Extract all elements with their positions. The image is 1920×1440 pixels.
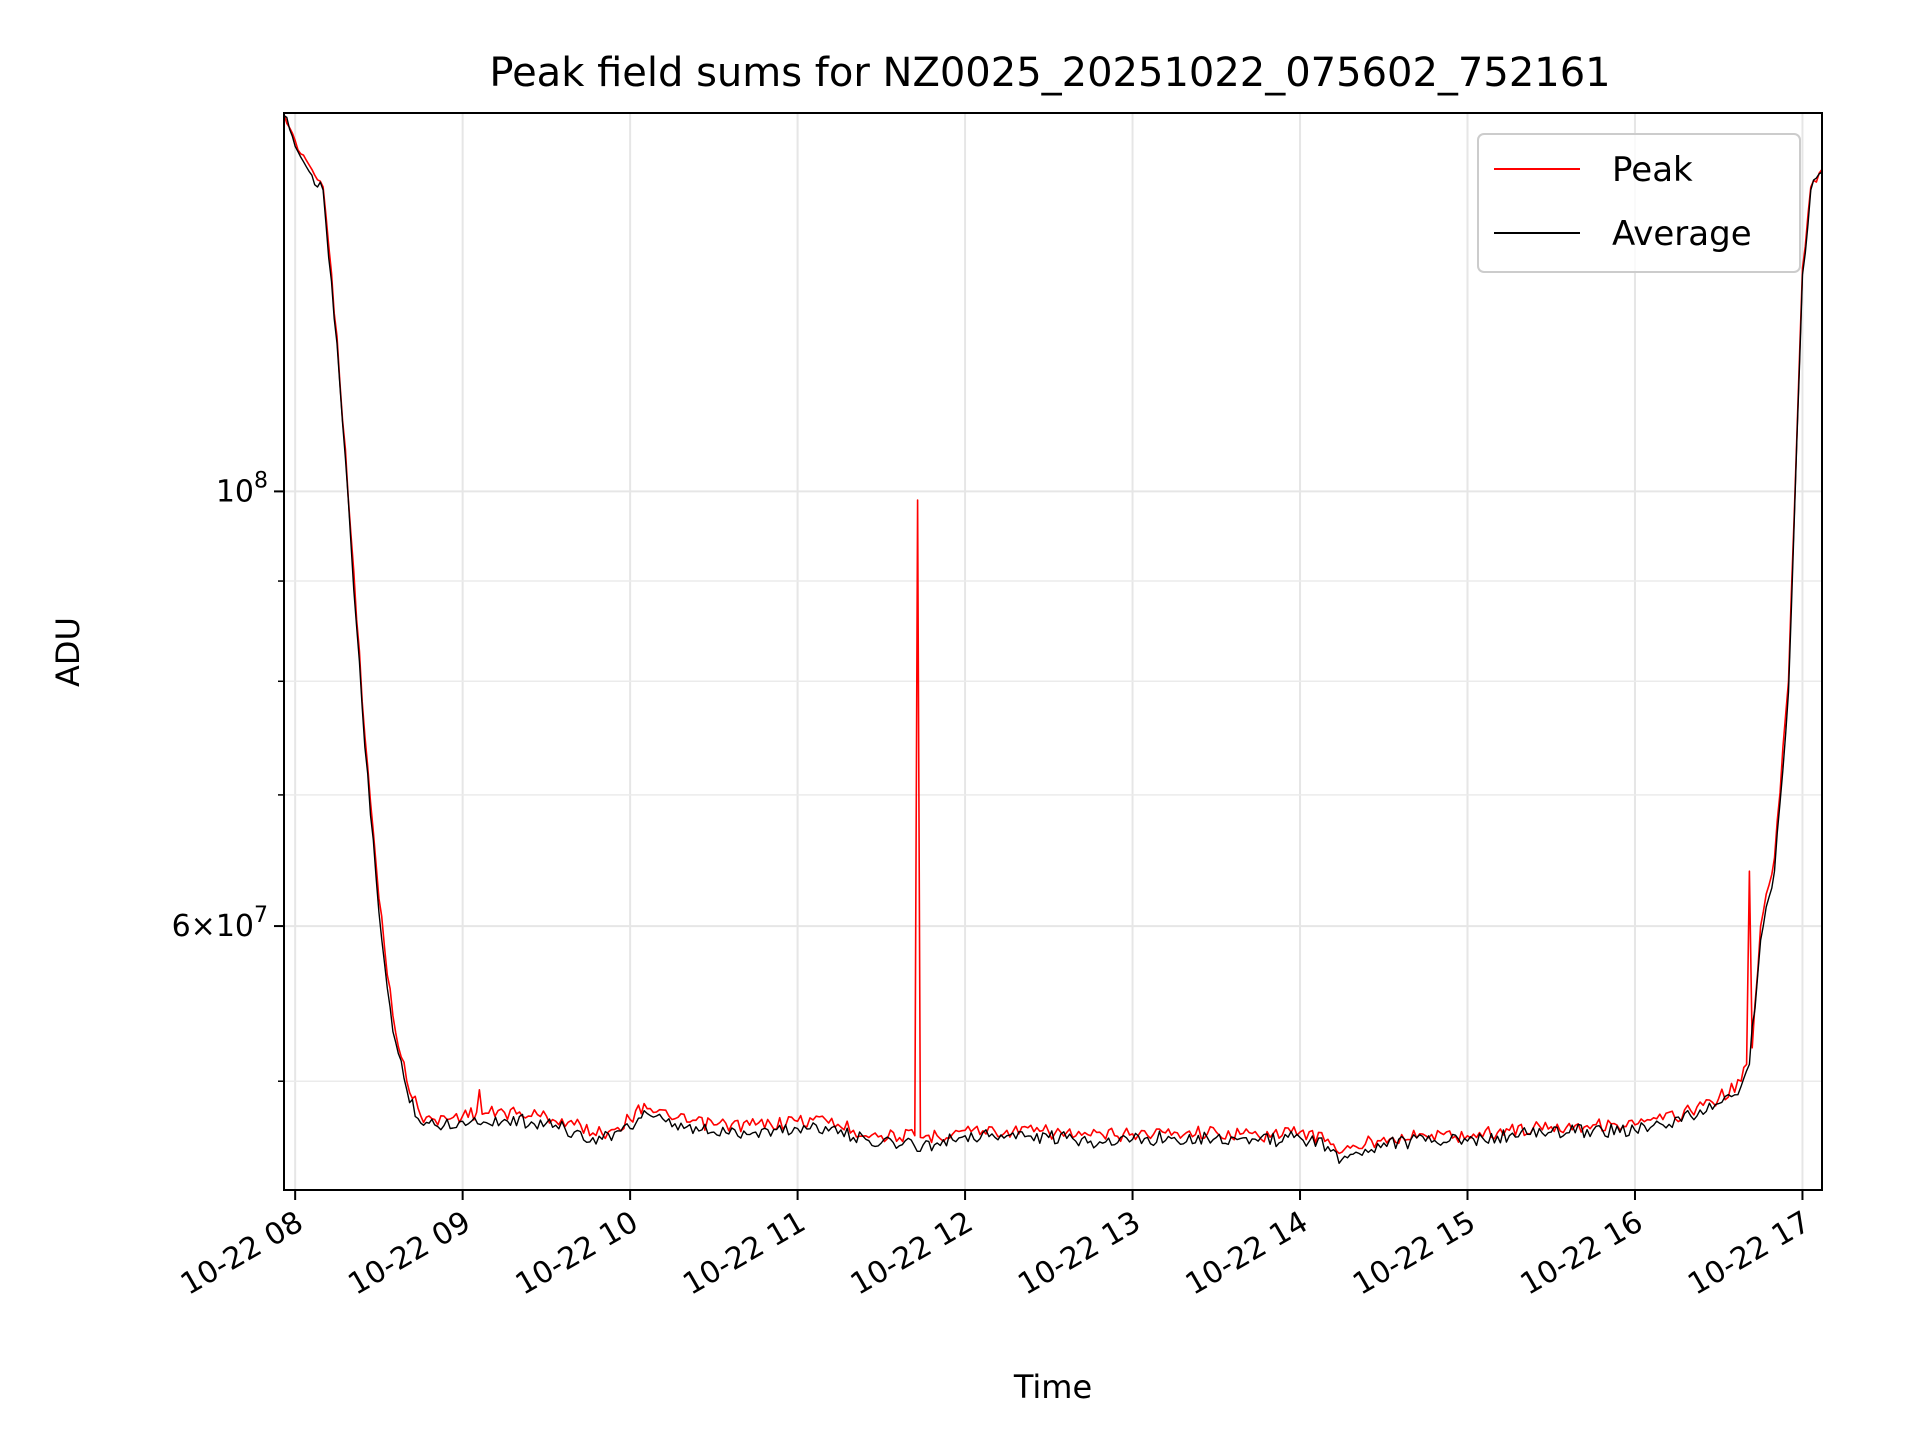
y-axis-label: ADU <box>49 617 87 687</box>
y-tick-exponent: 8 <box>254 468 268 493</box>
series-layer <box>283 113 1823 1164</box>
y-tick-base: 10 <box>216 909 254 944</box>
y-tick-base: 10 <box>216 474 254 509</box>
plot-frame <box>283 112 1823 1191</box>
y-tick-exponent: 7 <box>254 903 268 928</box>
y-tick-coefficient: 6 <box>172 909 191 944</box>
series-line-peak <box>283 113 1823 1155</box>
y-tick-label: 6×107 <box>172 903 268 944</box>
legend-label-average: Average <box>1612 214 1752 254</box>
y-tick-times: × <box>191 909 216 944</box>
chart-title: Peak field sums for NZ0025_20251022_0756… <box>489 50 1610 96</box>
legend: Peak Average <box>1477 133 1801 273</box>
series-line-average <box>283 115 1823 1164</box>
legend-label-peak: Peak <box>1612 150 1693 190</box>
grid <box>284 113 1822 1190</box>
y-tick-label: 108 <box>216 468 268 509</box>
x-axis-label: Time <box>1013 1368 1092 1406</box>
